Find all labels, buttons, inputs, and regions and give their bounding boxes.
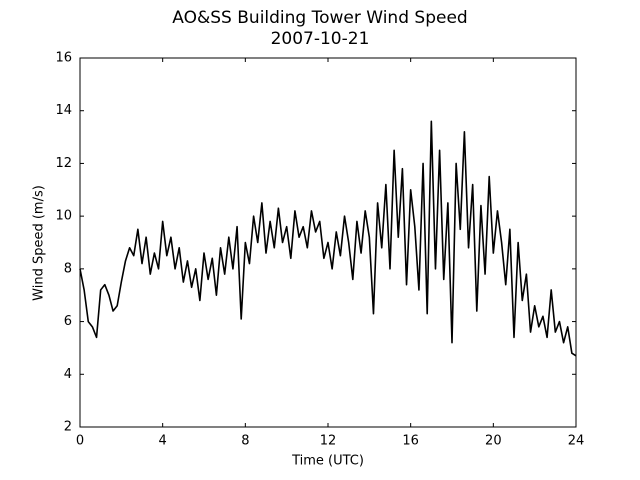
chart-title: AO&SS Building Tower Wind Speed [172, 8, 467, 28]
y-tick-label: 6 [64, 314, 72, 329]
x-tick-label: 8 [241, 434, 249, 449]
y-tick-label: 8 [64, 261, 72, 276]
data-line [79, 120, 577, 357]
y-tick-label: 14 [55, 103, 72, 118]
y-tick-label: 16 [55, 51, 72, 66]
y-tick-label: 4 [64, 367, 72, 382]
x-tick-label: 20 [485, 434, 502, 449]
x-axis-label: Time (UTC) [291, 454, 364, 469]
x-tick-label: 24 [568, 434, 585, 449]
x-tick-label: 4 [159, 434, 167, 449]
x-tick-label: 12 [320, 434, 337, 449]
y-axis-label: Wind Speed (m/s) [32, 185, 47, 301]
y-tick-label: 10 [55, 209, 72, 224]
chart-subtitle: 2007-10-21 [271, 29, 370, 49]
x-tick-label: 16 [402, 434, 419, 449]
y-tick-label: 12 [55, 156, 72, 171]
y-tick-label: 2 [64, 420, 72, 435]
x-tick-label: 0 [76, 434, 84, 449]
